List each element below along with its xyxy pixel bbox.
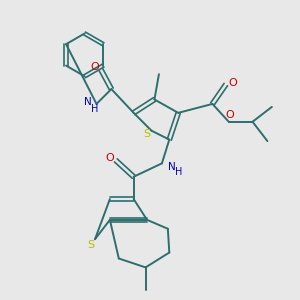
Text: O: O [226, 110, 235, 120]
Text: N: N [167, 162, 175, 172]
Text: S: S [143, 129, 151, 139]
Text: O: O [90, 62, 99, 72]
Text: N: N [84, 98, 92, 107]
Text: S: S [87, 239, 94, 250]
Text: H: H [175, 167, 182, 177]
Text: O: O [228, 78, 237, 88]
Text: O: O [105, 153, 114, 163]
Text: H: H [91, 104, 99, 114]
